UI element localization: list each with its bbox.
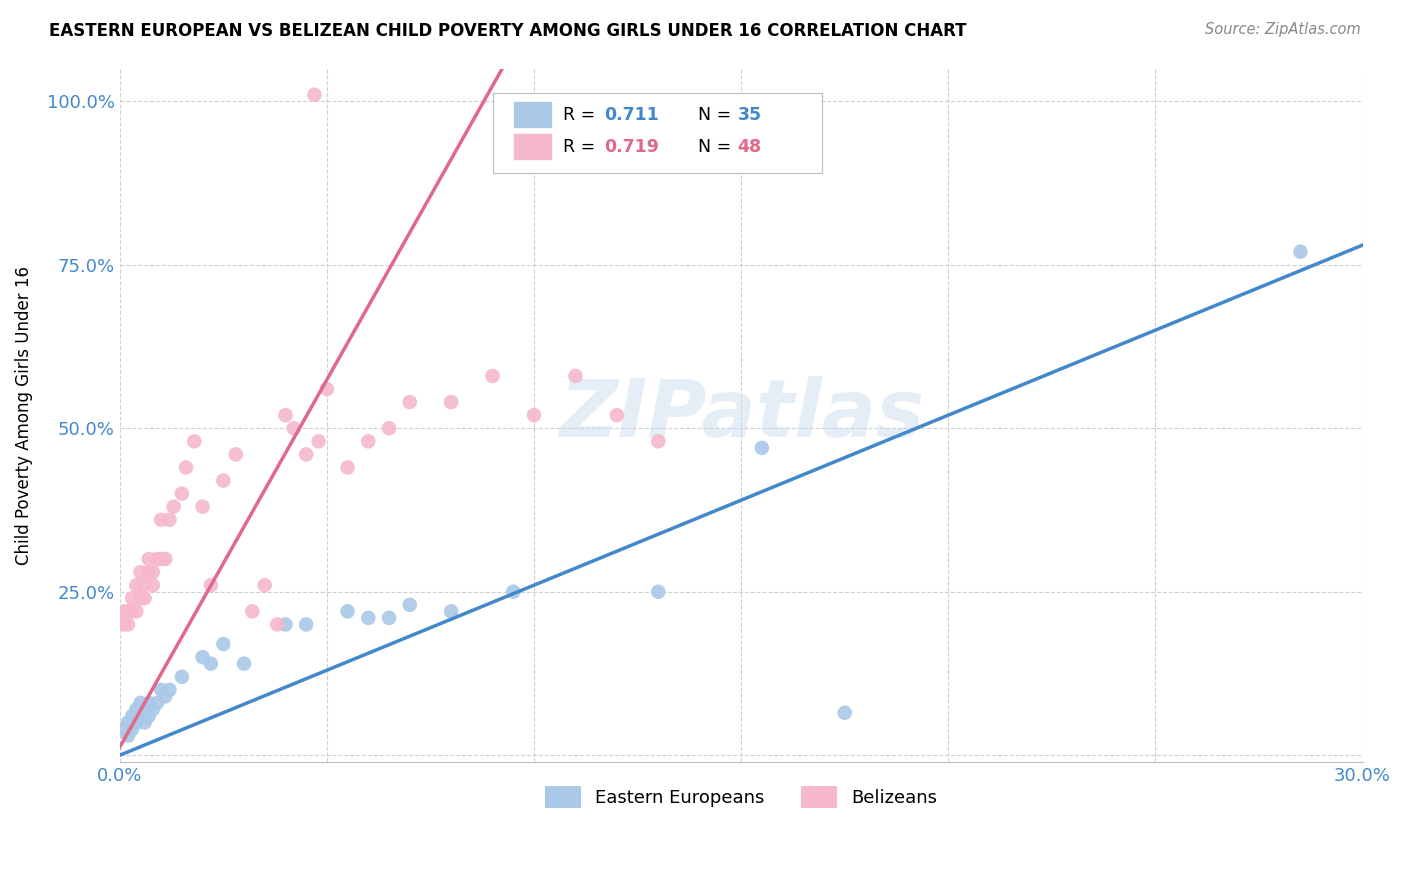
Point — [112, 604, 135, 618]
Point — [564, 368, 586, 383]
Point — [129, 565, 152, 579]
Point — [200, 578, 222, 592]
Point — [121, 591, 143, 606]
Point — [138, 565, 160, 579]
Point — [398, 598, 420, 612]
Point — [121, 722, 143, 736]
FancyBboxPatch shape — [492, 93, 823, 172]
Point — [315, 382, 337, 396]
Text: ZIPatlas: ZIPatlas — [558, 376, 924, 454]
Point — [440, 395, 463, 409]
Point — [159, 682, 181, 697]
Legend: Eastern Europeans, Belizeans: Eastern Europeans, Belizeans — [537, 779, 945, 815]
Point — [129, 709, 152, 723]
Point — [134, 702, 156, 716]
Point — [191, 500, 214, 514]
Point — [112, 617, 135, 632]
Point — [481, 368, 503, 383]
Point — [336, 460, 359, 475]
Text: 0.719: 0.719 — [605, 138, 659, 156]
Point — [117, 715, 139, 730]
Point — [308, 434, 330, 449]
Text: EASTERN EUROPEAN VS BELIZEAN CHILD POVERTY AMONG GIRLS UNDER 16 CORRELATION CHAR: EASTERN EUROPEAN VS BELIZEAN CHILD POVER… — [49, 22, 967, 40]
Point — [266, 617, 288, 632]
Point — [121, 604, 143, 618]
Point — [170, 670, 193, 684]
Point — [440, 604, 463, 618]
Point — [142, 565, 165, 579]
Point — [134, 578, 156, 592]
Point — [1289, 244, 1312, 259]
Y-axis label: Child Poverty Among Girls Under 16: Child Poverty Among Girls Under 16 — [15, 266, 32, 565]
Point — [129, 696, 152, 710]
Point — [283, 421, 305, 435]
Point — [212, 474, 235, 488]
Point — [159, 513, 181, 527]
Point — [174, 460, 197, 475]
Point — [138, 709, 160, 723]
Point — [523, 408, 546, 422]
Point — [378, 611, 401, 625]
Point — [502, 584, 524, 599]
Point — [295, 447, 318, 461]
Point — [138, 552, 160, 566]
Point — [170, 486, 193, 500]
Point — [253, 578, 276, 592]
Point — [162, 500, 184, 514]
Text: 0.711: 0.711 — [605, 106, 659, 124]
Point — [112, 722, 135, 736]
Text: 35: 35 — [737, 106, 762, 124]
Point — [155, 552, 177, 566]
Point — [125, 578, 148, 592]
Text: N =: N = — [697, 138, 737, 156]
Point — [155, 690, 177, 704]
Point — [150, 552, 173, 566]
Point — [295, 617, 318, 632]
Point — [274, 617, 297, 632]
Point — [142, 578, 165, 592]
Point — [240, 604, 263, 618]
Point — [357, 611, 380, 625]
Point — [129, 591, 152, 606]
Point — [142, 702, 165, 716]
Point — [117, 604, 139, 618]
Point — [233, 657, 256, 671]
Point — [225, 447, 247, 461]
Point — [121, 709, 143, 723]
Point — [200, 657, 222, 671]
Point — [357, 434, 380, 449]
Point — [150, 513, 173, 527]
Point — [378, 421, 401, 435]
Point — [117, 617, 139, 632]
Point — [150, 682, 173, 697]
Text: Source: ZipAtlas.com: Source: ZipAtlas.com — [1205, 22, 1361, 37]
Text: R =: R = — [564, 138, 602, 156]
Point — [304, 87, 326, 102]
Point — [606, 408, 628, 422]
Point — [125, 702, 148, 716]
Point — [125, 604, 148, 618]
Point — [647, 584, 669, 599]
Point — [647, 434, 669, 449]
Bar — [513, 103, 551, 128]
Point — [191, 650, 214, 665]
Point — [212, 637, 235, 651]
Text: N =: N = — [697, 106, 737, 124]
Text: 48: 48 — [737, 138, 762, 156]
Point — [146, 696, 169, 710]
Point — [134, 591, 156, 606]
Point — [146, 552, 169, 566]
Point — [834, 706, 856, 720]
Bar — [513, 135, 551, 160]
Point — [138, 696, 160, 710]
Point — [125, 715, 148, 730]
Text: R =: R = — [564, 106, 602, 124]
Point — [117, 729, 139, 743]
Point — [751, 441, 773, 455]
Point — [183, 434, 205, 449]
Point — [274, 408, 297, 422]
Point — [398, 395, 420, 409]
Point — [134, 715, 156, 730]
Point — [336, 604, 359, 618]
